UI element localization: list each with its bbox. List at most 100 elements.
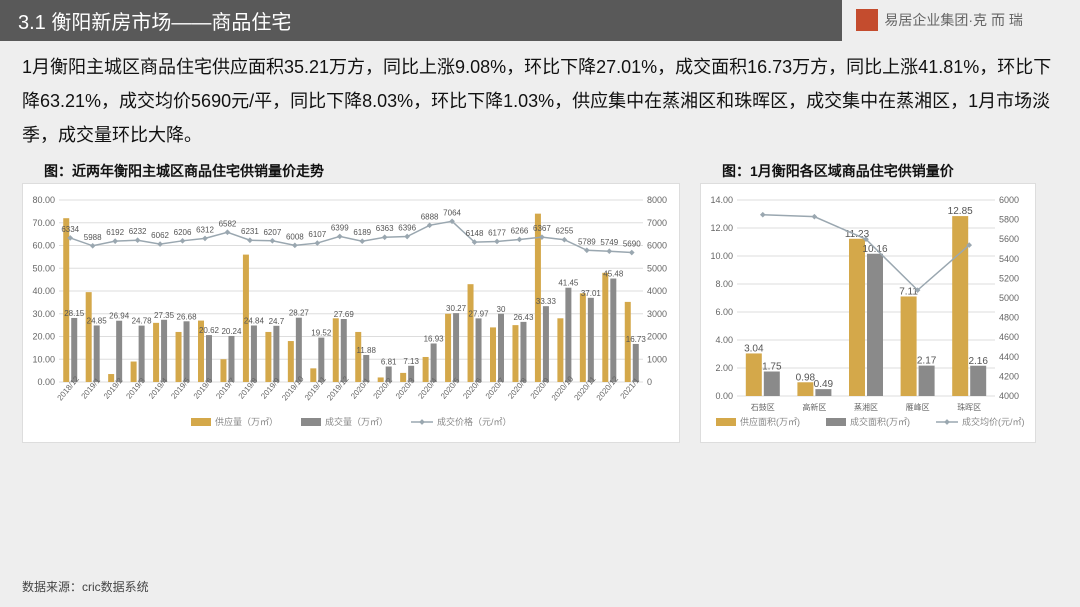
- svg-text:11.88: 11.88: [357, 346, 377, 355]
- svg-text:6148: 6148: [466, 229, 484, 238]
- chart1-svg: 0.0010.0020.0030.0040.0050.0060.0070.008…: [29, 190, 673, 436]
- svg-text:成交均价(元/㎡): 成交均价(元/㎡): [962, 416, 1025, 427]
- svg-text:7064: 7064: [443, 208, 461, 217]
- svg-text:40.00: 40.00: [32, 286, 55, 296]
- svg-text:6367: 6367: [533, 224, 551, 233]
- svg-text:6399: 6399: [331, 223, 349, 232]
- svg-text:26.94: 26.94: [109, 311, 130, 320]
- svg-text:供应量（万㎡）: 供应量（万㎡）: [215, 416, 278, 427]
- svg-text:6312: 6312: [196, 225, 214, 234]
- svg-text:28.15: 28.15: [64, 309, 85, 318]
- logo-icon: [856, 9, 878, 31]
- svg-text:蒸湘区: 蒸湘区: [854, 402, 878, 412]
- svg-text:6888: 6888: [421, 212, 439, 221]
- charts-row: 图：近两年衡阳主城区商品住宅供销量价走势 0.0010.0020.0030.00…: [0, 157, 1080, 443]
- svg-text:10.00: 10.00: [710, 251, 733, 261]
- svg-text:6107: 6107: [308, 230, 326, 239]
- svg-text:3000: 3000: [647, 308, 667, 318]
- svg-text:6192: 6192: [106, 228, 124, 237]
- header: 3.1 衡阳新房市场——商品住宅 易居企业集团·克 而 瑞: [0, 0, 1080, 40]
- svg-text:20.24: 20.24: [221, 327, 242, 336]
- svg-text:6000: 6000: [647, 240, 667, 250]
- svg-text:6363: 6363: [376, 224, 394, 233]
- svg-text:4200: 4200: [999, 371, 1019, 381]
- svg-text:24.85: 24.85: [87, 316, 108, 325]
- svg-text:6396: 6396: [398, 223, 416, 232]
- svg-text:2.16: 2.16: [968, 355, 988, 366]
- svg-text:5000: 5000: [999, 293, 1019, 303]
- svg-text:7000: 7000: [647, 217, 667, 227]
- svg-text:0.00: 0.00: [715, 391, 733, 401]
- svg-text:30: 30: [497, 304, 506, 313]
- svg-text:0.98: 0.98: [796, 372, 816, 383]
- svg-text:5600: 5600: [999, 234, 1019, 244]
- svg-text:成交面积(万㎡): 成交面积(万㎡): [850, 416, 910, 427]
- svg-text:5988: 5988: [84, 232, 102, 241]
- svg-text:33.33: 33.33: [536, 297, 557, 306]
- svg-text:27.69: 27.69: [334, 310, 355, 319]
- svg-text:0.49: 0.49: [814, 379, 834, 390]
- svg-text:6232: 6232: [129, 227, 147, 236]
- svg-text:6207: 6207: [263, 227, 281, 236]
- svg-text:70.00: 70.00: [32, 217, 55, 227]
- chart2-wrap: 图：1月衡阳各区域商品住宅供销量价 0.002.004.006.008.0010…: [700, 157, 1036, 443]
- svg-text:1000: 1000: [647, 354, 667, 364]
- svg-text:2.17: 2.17: [917, 355, 937, 366]
- svg-text:8.00: 8.00: [715, 279, 733, 289]
- svg-text:4800: 4800: [999, 312, 1019, 322]
- svg-text:0.00: 0.00: [37, 377, 55, 387]
- svg-text:26.68: 26.68: [177, 312, 198, 321]
- svg-text:1.75: 1.75: [762, 361, 782, 372]
- svg-text:12.00: 12.00: [710, 223, 733, 233]
- svg-text:供应面积(万㎡): 供应面积(万㎡): [740, 416, 800, 427]
- svg-text:5789: 5789: [578, 237, 596, 246]
- svg-text:50.00: 50.00: [32, 263, 55, 273]
- page-title: 3.1 衡阳新房市场——商品住宅: [0, 0, 842, 41]
- chart2-box: 0.002.004.006.008.0010.0012.0014.0040004…: [700, 183, 1036, 443]
- svg-text:7.13: 7.13: [403, 356, 419, 365]
- svg-text:24.7: 24.7: [269, 316, 285, 325]
- svg-text:成交量（万㎡）: 成交量（万㎡）: [325, 416, 388, 427]
- svg-text:成交价格（元/㎡）: 成交价格（元/㎡）: [437, 416, 512, 427]
- svg-text:45.48: 45.48: [603, 269, 624, 278]
- chart1-wrap: 图：近两年衡阳主城区商品住宅供销量价走势 0.0010.0020.0030.00…: [22, 157, 680, 443]
- svg-text:6008: 6008: [286, 232, 304, 241]
- svg-text:6.00: 6.00: [715, 307, 733, 317]
- svg-text:20.62: 20.62: [199, 326, 220, 335]
- svg-text:5400: 5400: [999, 253, 1019, 263]
- svg-text:60.00: 60.00: [32, 240, 55, 250]
- svg-text:5690: 5690: [623, 239, 641, 248]
- svg-text:27.35: 27.35: [154, 310, 175, 319]
- svg-text:4400: 4400: [999, 351, 1019, 361]
- svg-text:6177: 6177: [488, 228, 506, 237]
- svg-text:41.45: 41.45: [558, 278, 579, 287]
- svg-text:24.84: 24.84: [244, 316, 265, 325]
- svg-text:4000: 4000: [999, 391, 1019, 401]
- svg-text:6231: 6231: [241, 227, 259, 236]
- svg-text:28.27: 28.27: [289, 308, 310, 317]
- svg-text:石鼓区: 石鼓区: [751, 402, 775, 412]
- svg-text:0: 0: [647, 377, 652, 387]
- svg-text:19.52: 19.52: [311, 328, 332, 337]
- svg-text:5800: 5800: [999, 214, 1019, 224]
- svg-text:6062: 6062: [151, 231, 169, 240]
- svg-text:6000: 6000: [999, 195, 1019, 205]
- description-text: 1月衡阳主城区商品住宅供应面积35.21万方，同比上涨9.08%，环比下降27.…: [0, 40, 1080, 157]
- brand-logo: 易居企业集团·克 而 瑞: [842, 9, 1022, 31]
- svg-text:6266: 6266: [511, 226, 529, 235]
- svg-text:24.78: 24.78: [132, 316, 153, 325]
- data-source: 数据来源：cric数据系统: [22, 578, 149, 595]
- svg-text:30.27: 30.27: [446, 304, 467, 313]
- svg-text:5749: 5749: [600, 238, 618, 247]
- svg-text:6.81: 6.81: [381, 357, 397, 366]
- chart2-title: 图：1月衡阳各区域商品住宅供销量价: [722, 161, 1036, 181]
- chart1-box: 0.0010.0020.0030.0040.0050.0060.0070.008…: [22, 183, 680, 443]
- svg-text:27.97: 27.97: [469, 309, 490, 318]
- svg-text:珠晖区: 珠晖区: [957, 402, 981, 412]
- svg-text:6582: 6582: [219, 219, 237, 228]
- svg-text:14.00: 14.00: [710, 195, 733, 205]
- svg-text:6255: 6255: [555, 226, 573, 235]
- svg-text:12.85: 12.85: [948, 206, 973, 217]
- svg-text:6206: 6206: [174, 227, 192, 236]
- svg-text:5200: 5200: [999, 273, 1019, 283]
